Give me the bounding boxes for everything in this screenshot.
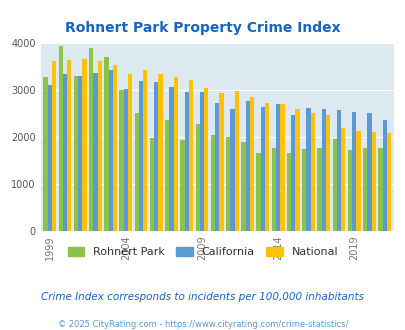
Bar: [230, 109, 234, 231]
Bar: [165, 120, 169, 231]
Bar: [188, 80, 193, 231]
Bar: [306, 108, 310, 231]
Bar: [104, 57, 108, 231]
Bar: [47, 85, 52, 231]
Bar: [290, 115, 295, 231]
Bar: [180, 140, 184, 231]
Bar: [264, 103, 269, 231]
Bar: [371, 132, 375, 231]
Bar: [195, 124, 199, 231]
Text: © 2025 CityRating.com - https://www.cityrating.com/crime-statistics/: © 2025 CityRating.com - https://www.city…: [58, 320, 347, 329]
Bar: [367, 113, 371, 231]
Bar: [199, 92, 204, 231]
Bar: [286, 153, 290, 231]
Bar: [249, 96, 254, 231]
Bar: [382, 119, 386, 231]
Bar: [340, 128, 345, 231]
Bar: [336, 110, 340, 231]
Bar: [275, 104, 279, 231]
Legend: Rohnert Park, California, National: Rohnert Park, California, National: [63, 243, 342, 262]
Bar: [97, 61, 102, 231]
Bar: [63, 74, 67, 231]
Bar: [260, 107, 264, 231]
Bar: [362, 148, 367, 231]
Bar: [204, 88, 208, 231]
Bar: [386, 133, 390, 231]
Bar: [67, 60, 71, 231]
Bar: [351, 113, 356, 231]
Bar: [310, 113, 314, 231]
Bar: [219, 93, 223, 231]
Bar: [377, 148, 382, 231]
Bar: [93, 73, 97, 231]
Bar: [245, 101, 249, 231]
Bar: [241, 142, 245, 231]
Bar: [169, 87, 173, 231]
Bar: [143, 70, 147, 231]
Bar: [74, 76, 78, 231]
Bar: [256, 153, 260, 231]
Bar: [43, 77, 47, 231]
Bar: [295, 109, 299, 231]
Bar: [215, 103, 219, 231]
Bar: [356, 131, 360, 231]
Bar: [226, 137, 230, 231]
Bar: [332, 139, 336, 231]
Bar: [173, 77, 177, 231]
Bar: [78, 76, 82, 231]
Bar: [154, 82, 158, 231]
Bar: [113, 65, 117, 231]
Bar: [108, 70, 113, 231]
Bar: [82, 59, 86, 231]
Text: Crime Index corresponds to incidents per 100,000 inhabitants: Crime Index corresponds to incidents per…: [41, 292, 364, 302]
Bar: [124, 88, 128, 231]
Bar: [89, 48, 93, 231]
Bar: [134, 113, 139, 231]
Bar: [184, 92, 188, 231]
Bar: [317, 148, 321, 231]
Bar: [52, 61, 56, 231]
Bar: [271, 148, 275, 231]
Bar: [279, 104, 284, 231]
Bar: [301, 149, 306, 231]
Bar: [234, 91, 238, 231]
Bar: [325, 115, 329, 231]
Text: Rohnert Park Property Crime Index: Rohnert Park Property Crime Index: [65, 21, 340, 35]
Bar: [139, 82, 143, 231]
Bar: [128, 74, 132, 231]
Bar: [58, 46, 63, 231]
Bar: [210, 135, 215, 231]
Bar: [321, 109, 325, 231]
Bar: [158, 74, 162, 231]
Bar: [347, 150, 351, 231]
Bar: [119, 90, 124, 231]
Bar: [149, 138, 154, 231]
